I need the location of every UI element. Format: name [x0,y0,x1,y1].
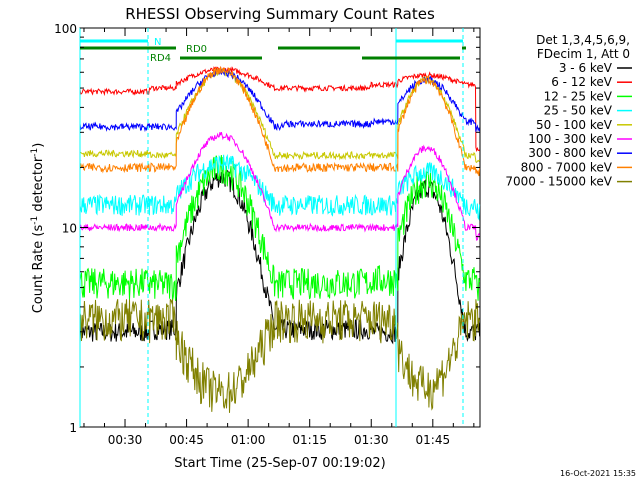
timestamp: 16-Oct-2021 15:35 [560,469,636,478]
y-axis-label-close: ) [31,143,46,148]
series-line-4 [79,67,481,164]
series-line-7 [79,66,481,177]
legend: Det 1,3,4,5,6,9,FDecim 1, Att 03 - 6 keV… [505,33,632,189]
legend-entry-label: 50 - 100 keV [536,118,613,132]
x-tick-label: 01:30 [354,433,389,447]
legend-entry-label: 100 - 300 keV [528,132,612,146]
x-tick-label: 00:45 [169,433,204,447]
series-line-1 [79,65,480,153]
legend-header: FDecim 1, Att 0 [537,47,630,61]
series-layer [79,65,481,413]
x-axis-label: Start Time (25-Sep-07 00:19:02) [174,456,385,471]
legend-entry-label: 300 - 800 keV [528,146,612,160]
series-line-2 [79,155,481,301]
x-tick-label: 01:00 [231,433,266,447]
legend-entry-label: 800 - 7000 keV [521,160,613,174]
chart-title: RHESSI Observing Summary Count Rates [125,5,435,23]
legend-entry-label: 3 - 6 keV [559,61,613,75]
series-line-8 [79,298,481,413]
y-axis-label-sup2: -1 [30,148,40,157]
legend-entry-label: 12 - 25 keV [544,89,613,103]
annotation-label: N [154,37,161,48]
series-line-3 [79,153,481,221]
y-tick-label: 10 [62,222,77,236]
series-line-6 [79,68,481,133]
series-line-5 [79,131,481,241]
overlay-layer: N RD4 RD0 [79,28,466,427]
legend-entry-label: 6 - 12 keV [551,75,613,89]
y-axis-label-mid: detector [31,156,46,216]
annotation-label: RD4 [150,53,171,64]
y-tick-label: 1 [69,421,77,435]
legend-entry-label: 7000 - 15000 keV [505,175,612,189]
x-tick-label: 00:30 [108,433,143,447]
y-axis-label-sup: -1 [30,216,40,225]
y-tick-label: 100 [54,22,77,36]
y-axis-label: Count Rate (s-1 detector-1) [30,143,46,314]
axis-layer: 00:30 00:45 01:00 01:15 01:30 01:45 1 10 100 [54,22,480,447]
legend-header: Det 1,3,4,5,6,9, [536,33,630,47]
x-tick-label: 01:15 [292,433,327,447]
y-axis-label-main: Count Rate (s [31,225,46,314]
annotation-label: RD0 [186,44,207,55]
x-tick-label: 01:45 [416,433,451,447]
legend-entry-label: 25 - 50 keV [544,104,613,118]
